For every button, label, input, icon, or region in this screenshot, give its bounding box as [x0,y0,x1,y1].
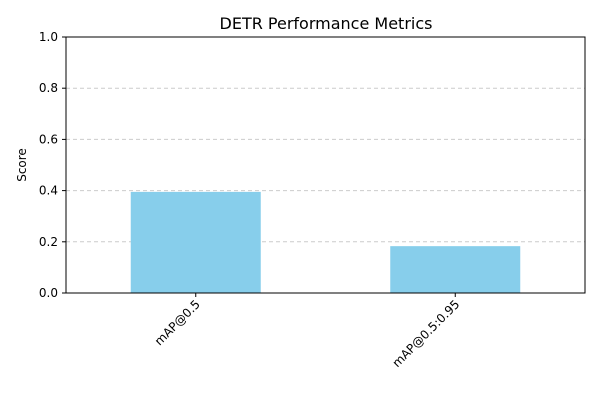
x-tick-label: mAP@0.5:0.95 [390,297,463,370]
bars [130,191,521,293]
y-tick-label: 0.4 [39,184,58,198]
plot-frame [65,36,586,294]
y-tick-label: 0.6 [39,132,58,146]
bar [390,246,521,293]
bar [130,191,261,293]
y-tick-label: 0.2 [39,235,58,249]
x-axis-ticks: mAP@0.5 mAP@0.5:0.95 [152,293,463,370]
y-axis-ticks: 0.0 0.2 0.4 0.6 0.8 1.0 [39,30,66,300]
x-tick-label: mAP@0.5 [152,297,203,348]
y-tick-label: 0.8 [39,81,58,95]
y-axis-label: Score [15,148,29,182]
chart-title: DETR Performance Metrics [220,14,433,33]
y-tick-label: 1.0 [39,30,58,44]
y-tick-label: 0.0 [39,286,58,300]
